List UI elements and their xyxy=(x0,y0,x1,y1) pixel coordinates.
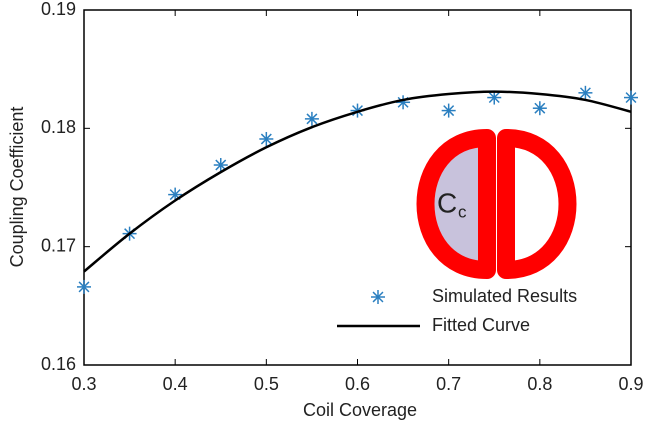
x-tick-label: 0.8 xyxy=(527,374,552,394)
marker-stroke xyxy=(579,87,591,99)
marker-stroke xyxy=(306,113,318,125)
marker-stroke xyxy=(78,281,90,293)
data-point xyxy=(304,111,319,126)
y-tick-label: 0.16 xyxy=(41,354,76,374)
x-tick-label: 0.6 xyxy=(345,374,370,394)
coil-left xyxy=(416,129,496,279)
data-point xyxy=(624,90,638,105)
marker-stroke xyxy=(443,105,455,117)
x-axis-label: Coil Coverage xyxy=(303,400,417,420)
y-axis-label: Coupling Coefficient xyxy=(7,107,27,268)
marker-stroke xyxy=(215,159,227,171)
marker-stroke xyxy=(169,189,181,201)
data-point xyxy=(578,85,593,100)
marker-stroke xyxy=(372,291,384,303)
inset-diagram: C c xyxy=(416,129,577,279)
y-tick-label: 0.17 xyxy=(41,235,76,255)
x-tick-label: 0.3 xyxy=(71,374,96,394)
marker-stroke xyxy=(625,92,637,104)
legend-label: Fitted Curve xyxy=(432,315,530,335)
x-tick-label: 0.9 xyxy=(618,374,643,394)
inset-subscript: c xyxy=(458,202,467,221)
data-point xyxy=(441,103,456,118)
data-point xyxy=(532,101,547,116)
legend-marker xyxy=(371,290,385,304)
y-tick-label: 0.19 xyxy=(41,0,76,19)
x-tick-label: 0.7 xyxy=(436,374,461,394)
data-point xyxy=(213,158,228,173)
data-point xyxy=(396,95,411,110)
inset-label: C xyxy=(437,187,457,218)
data-point xyxy=(77,279,91,294)
fitted-curve xyxy=(83,90,632,273)
marker-stroke xyxy=(488,92,500,104)
marker-stroke xyxy=(260,133,272,145)
y-tick-label: 0.18 xyxy=(41,117,76,137)
x-tick-label: 0.5 xyxy=(254,374,279,394)
x-tick-label: 0.4 xyxy=(163,374,188,394)
coil-right xyxy=(497,129,577,279)
legend-label: Simulated Results xyxy=(432,286,577,306)
marker-stroke xyxy=(534,102,546,114)
data-point xyxy=(259,131,274,146)
